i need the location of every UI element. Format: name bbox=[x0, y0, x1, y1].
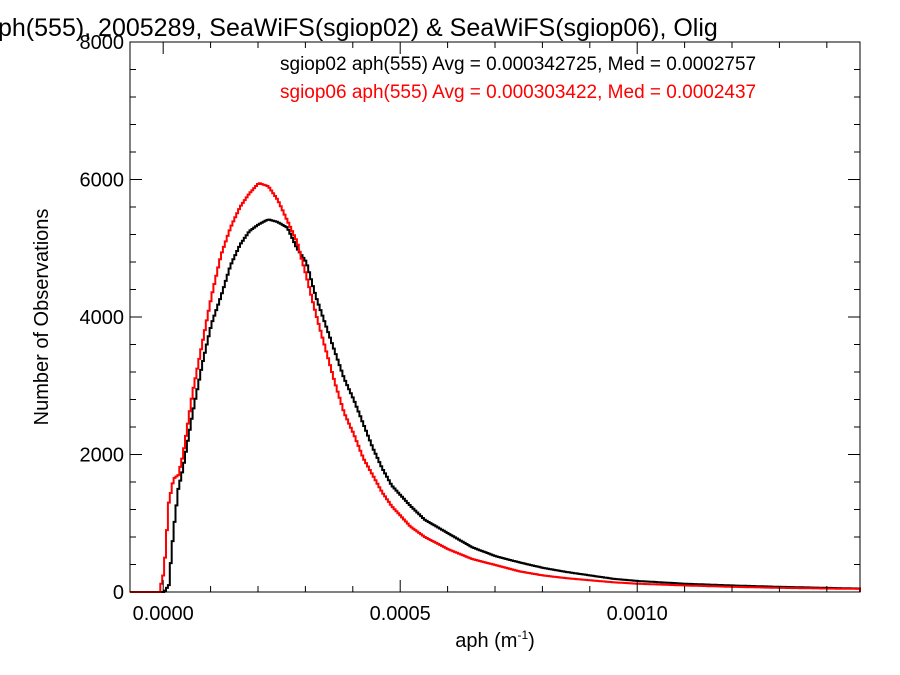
legend-entry-sgiop06: sgiop06 aph(555) Avg = 0.000303422, Med … bbox=[280, 82, 756, 103]
x-tick-label: 0.0005 bbox=[370, 603, 431, 625]
legend-entry-sgiop02: sgiop02 aph(555) Avg = 0.000342725, Med … bbox=[280, 54, 756, 75]
series-line-sgiop06 bbox=[130, 182, 861, 593]
x-axis-label-superscript: -1 bbox=[517, 628, 528, 642]
y-tick-label: 6000 bbox=[80, 170, 125, 192]
series-layer bbox=[130, 182, 861, 593]
x-tick-label: 0.0010 bbox=[607, 603, 668, 625]
series-line-sgiop02 bbox=[130, 218, 861, 593]
x-tick-label: 0.0000 bbox=[133, 603, 194, 625]
y-axis-label: Number of Observations bbox=[31, 209, 53, 426]
x-axis-label: aph (m-1) bbox=[455, 628, 535, 652]
x-axis-label-main: aph (m bbox=[455, 630, 517, 652]
chart-title: ph(555), 2005289, SeaWiFS(sgiop02) & Sea… bbox=[0, 14, 718, 42]
x-axis-label-close: ) bbox=[528, 630, 535, 652]
y-tick-label: 4000 bbox=[80, 307, 125, 329]
y-tick-label: 8000 bbox=[80, 32, 125, 54]
y-tick-label: 2000 bbox=[80, 445, 125, 467]
ticks-layer: 0 2000 4000 6000 8000 0.0000 0.0005 0.0010 bbox=[80, 32, 860, 625]
y-tick-label: 0 bbox=[113, 582, 124, 604]
